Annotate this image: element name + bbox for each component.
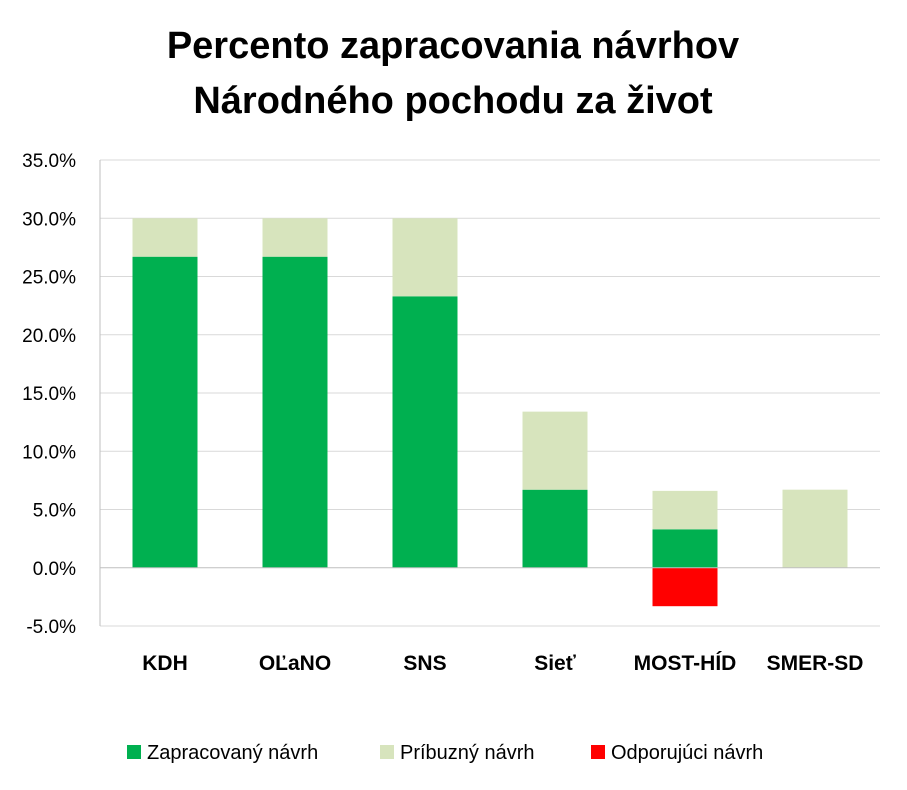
bar-sns-series-1 (392, 296, 458, 568)
legend-swatch (127, 745, 141, 759)
bar-kdh-series-1 (132, 256, 198, 568)
chart-title-line-1: Percento zapracovania návrhov (167, 25, 739, 67)
x-tick-label: SMER-SD (767, 652, 864, 675)
x-tick-label: Sieť (534, 652, 577, 675)
bar-sns-series-2 (392, 218, 458, 297)
bar-most-h-d-series-3 (652, 567, 718, 607)
x-tick-label: OĽaNO (259, 652, 331, 675)
bar-o-ano-series-1 (262, 256, 328, 568)
bar-most-h-d-series-2 (652, 490, 718, 530)
y-tick-label: 20.0% (22, 326, 76, 347)
legend-label: Zapracovaný návrh (147, 742, 318, 764)
y-axis-ticks: 35.0% 30.0% 25.0% 20.0% 15.0% 10.0% 5.0% 0.0% -5… (22, 151, 76, 638)
bar-most-h-d-series-1 (652, 529, 718, 568)
y-tick-label: 5.0% (33, 501, 76, 522)
legend-swatch (591, 745, 605, 759)
y-tick-label: 0.0% (33, 559, 76, 580)
bar-sie--series-1 (522, 489, 588, 568)
legend-label: Odporujúci návrh (611, 742, 763, 764)
legend: Zapracovaný návrh Príbuzný návrh Odporujúc… (127, 742, 763, 764)
y-tick-label: 25.0% (22, 268, 76, 289)
bars (132, 218, 848, 607)
y-tick-label: 15.0% (22, 384, 76, 405)
x-tick-label: MOST-HÍD (634, 652, 737, 675)
y-tick-label: 35.0% (22, 151, 76, 172)
y-tick-label: 30.0% (22, 209, 76, 230)
bar-sie--series-2 (522, 411, 588, 490)
y-tick-label: -5.0% (26, 617, 76, 638)
bar-smer-sd-series-2 (782, 489, 848, 568)
chart-title-line-2: Národného pochodu za život (193, 80, 713, 122)
legend-label: Príbuzný návrh (400, 742, 535, 764)
gridlines (100, 159, 880, 627)
bar-o-ano-series-2 (262, 218, 328, 257)
legend-swatch (380, 745, 394, 759)
bar-kdh-series-2 (132, 218, 198, 257)
x-tick-label: SNS (403, 652, 446, 675)
x-axis-labels: KDH OĽaNO SNS Sieť MOST-HÍD SMER-SD (142, 652, 863, 675)
y-tick-label: 10.0% (22, 442, 76, 463)
x-tick-label: KDH (142, 652, 188, 675)
axes (99, 160, 880, 626)
